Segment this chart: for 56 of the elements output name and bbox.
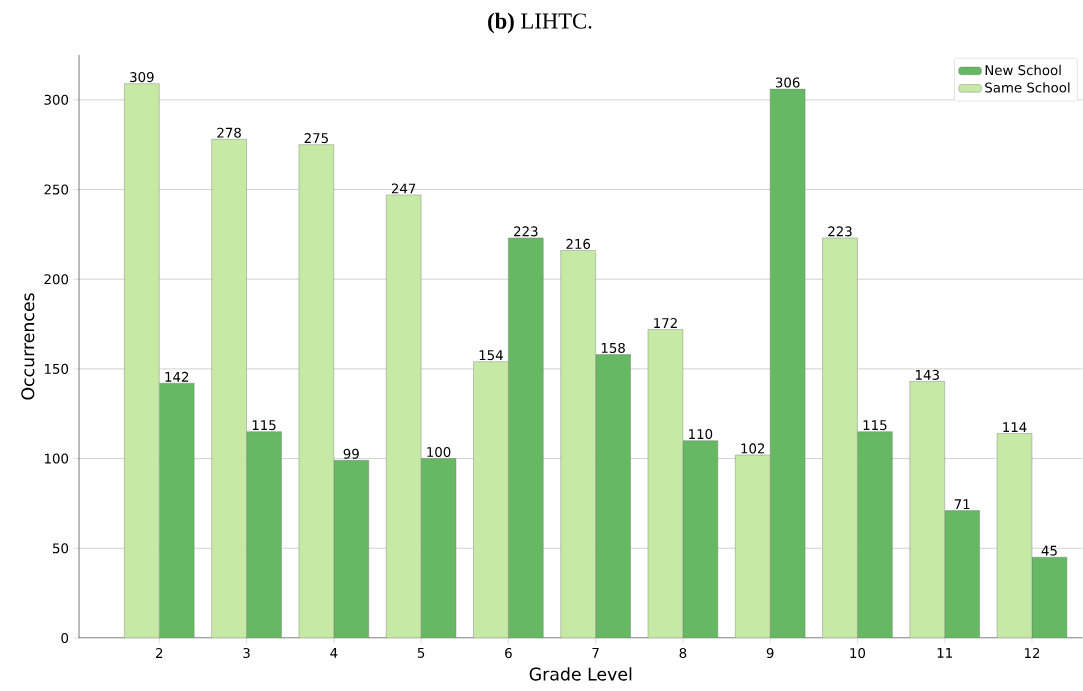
- x-tick-label: 11: [937, 648, 952, 658]
- x-axis-title: Grade Level: [529, 667, 632, 681]
- y-tick-label: 150: [44, 363, 69, 374]
- x-tick-label: 3: [243, 648, 250, 659]
- data-label: 275: [304, 133, 328, 144]
- data-label: 309: [130, 72, 154, 83]
- data-label: 172: [654, 318, 677, 328]
- chart-title: (b) LIHTC.: [488, 12, 592, 34]
- data-label: 158: [601, 342, 625, 354]
- x-tick-label: 6: [505, 648, 512, 659]
- bar: [682, 440, 719, 638]
- data-label: 115: [863, 420, 887, 431]
- data-label: 102: [741, 443, 765, 454]
- data-label: 114: [1003, 422, 1027, 432]
- bar: [769, 88, 806, 638]
- bar: [857, 431, 893, 638]
- x-tick-label: 12: [1024, 648, 1040, 658]
- y-tick-label: 0: [61, 632, 69, 644]
- data-label: 216: [566, 238, 591, 249]
- legend-label: New School: [985, 64, 1061, 76]
- bar: [420, 458, 457, 638]
- y-tick-label: 200: [44, 274, 69, 285]
- data-label: 306: [775, 77, 800, 88]
- data-label: 99: [343, 448, 359, 459]
- data-label: 45: [1041, 545, 1057, 556]
- data-label: 71: [954, 499, 970, 510]
- data-label: 278: [217, 127, 241, 138]
- x-tick-label: 10: [850, 648, 866, 659]
- bar: [246, 431, 282, 638]
- bar: [1031, 557, 1068, 638]
- data-label: 115: [252, 420, 276, 431]
- x-tick-label: 9: [766, 648, 774, 659]
- data-label: 143: [916, 369, 939, 380]
- data-label: 100: [427, 446, 451, 458]
- bar: [944, 510, 980, 638]
- legend-label: Same School: [985, 82, 1070, 93]
- y-tick-label: 50: [53, 543, 69, 554]
- y-tick-label: 100: [44, 453, 69, 464]
- y-tick-label: 250: [44, 184, 69, 195]
- x-tick-label: 8: [679, 648, 687, 659]
- data-label: 154: [479, 350, 503, 361]
- bar: [595, 354, 631, 638]
- y-tick-label: 300: [44, 94, 69, 105]
- data-label: 110: [689, 429, 713, 440]
- x-tick-label: 5: [417, 648, 425, 658]
- y-axis-title: Occurrences: [21, 293, 35, 400]
- x-tick-label: 4: [330, 648, 338, 658]
- data-label: 247: [391, 183, 416, 194]
- x-tick-label: 7: [592, 648, 599, 658]
- data-label: 142: [165, 371, 189, 382]
- x-tick-label: 2: [156, 648, 163, 658]
- bar: [508, 237, 544, 638]
- bar: [333, 460, 369, 638]
- data-label: 223: [514, 226, 538, 237]
- data-label: 223: [828, 226, 852, 237]
- bar: [159, 383, 195, 638]
